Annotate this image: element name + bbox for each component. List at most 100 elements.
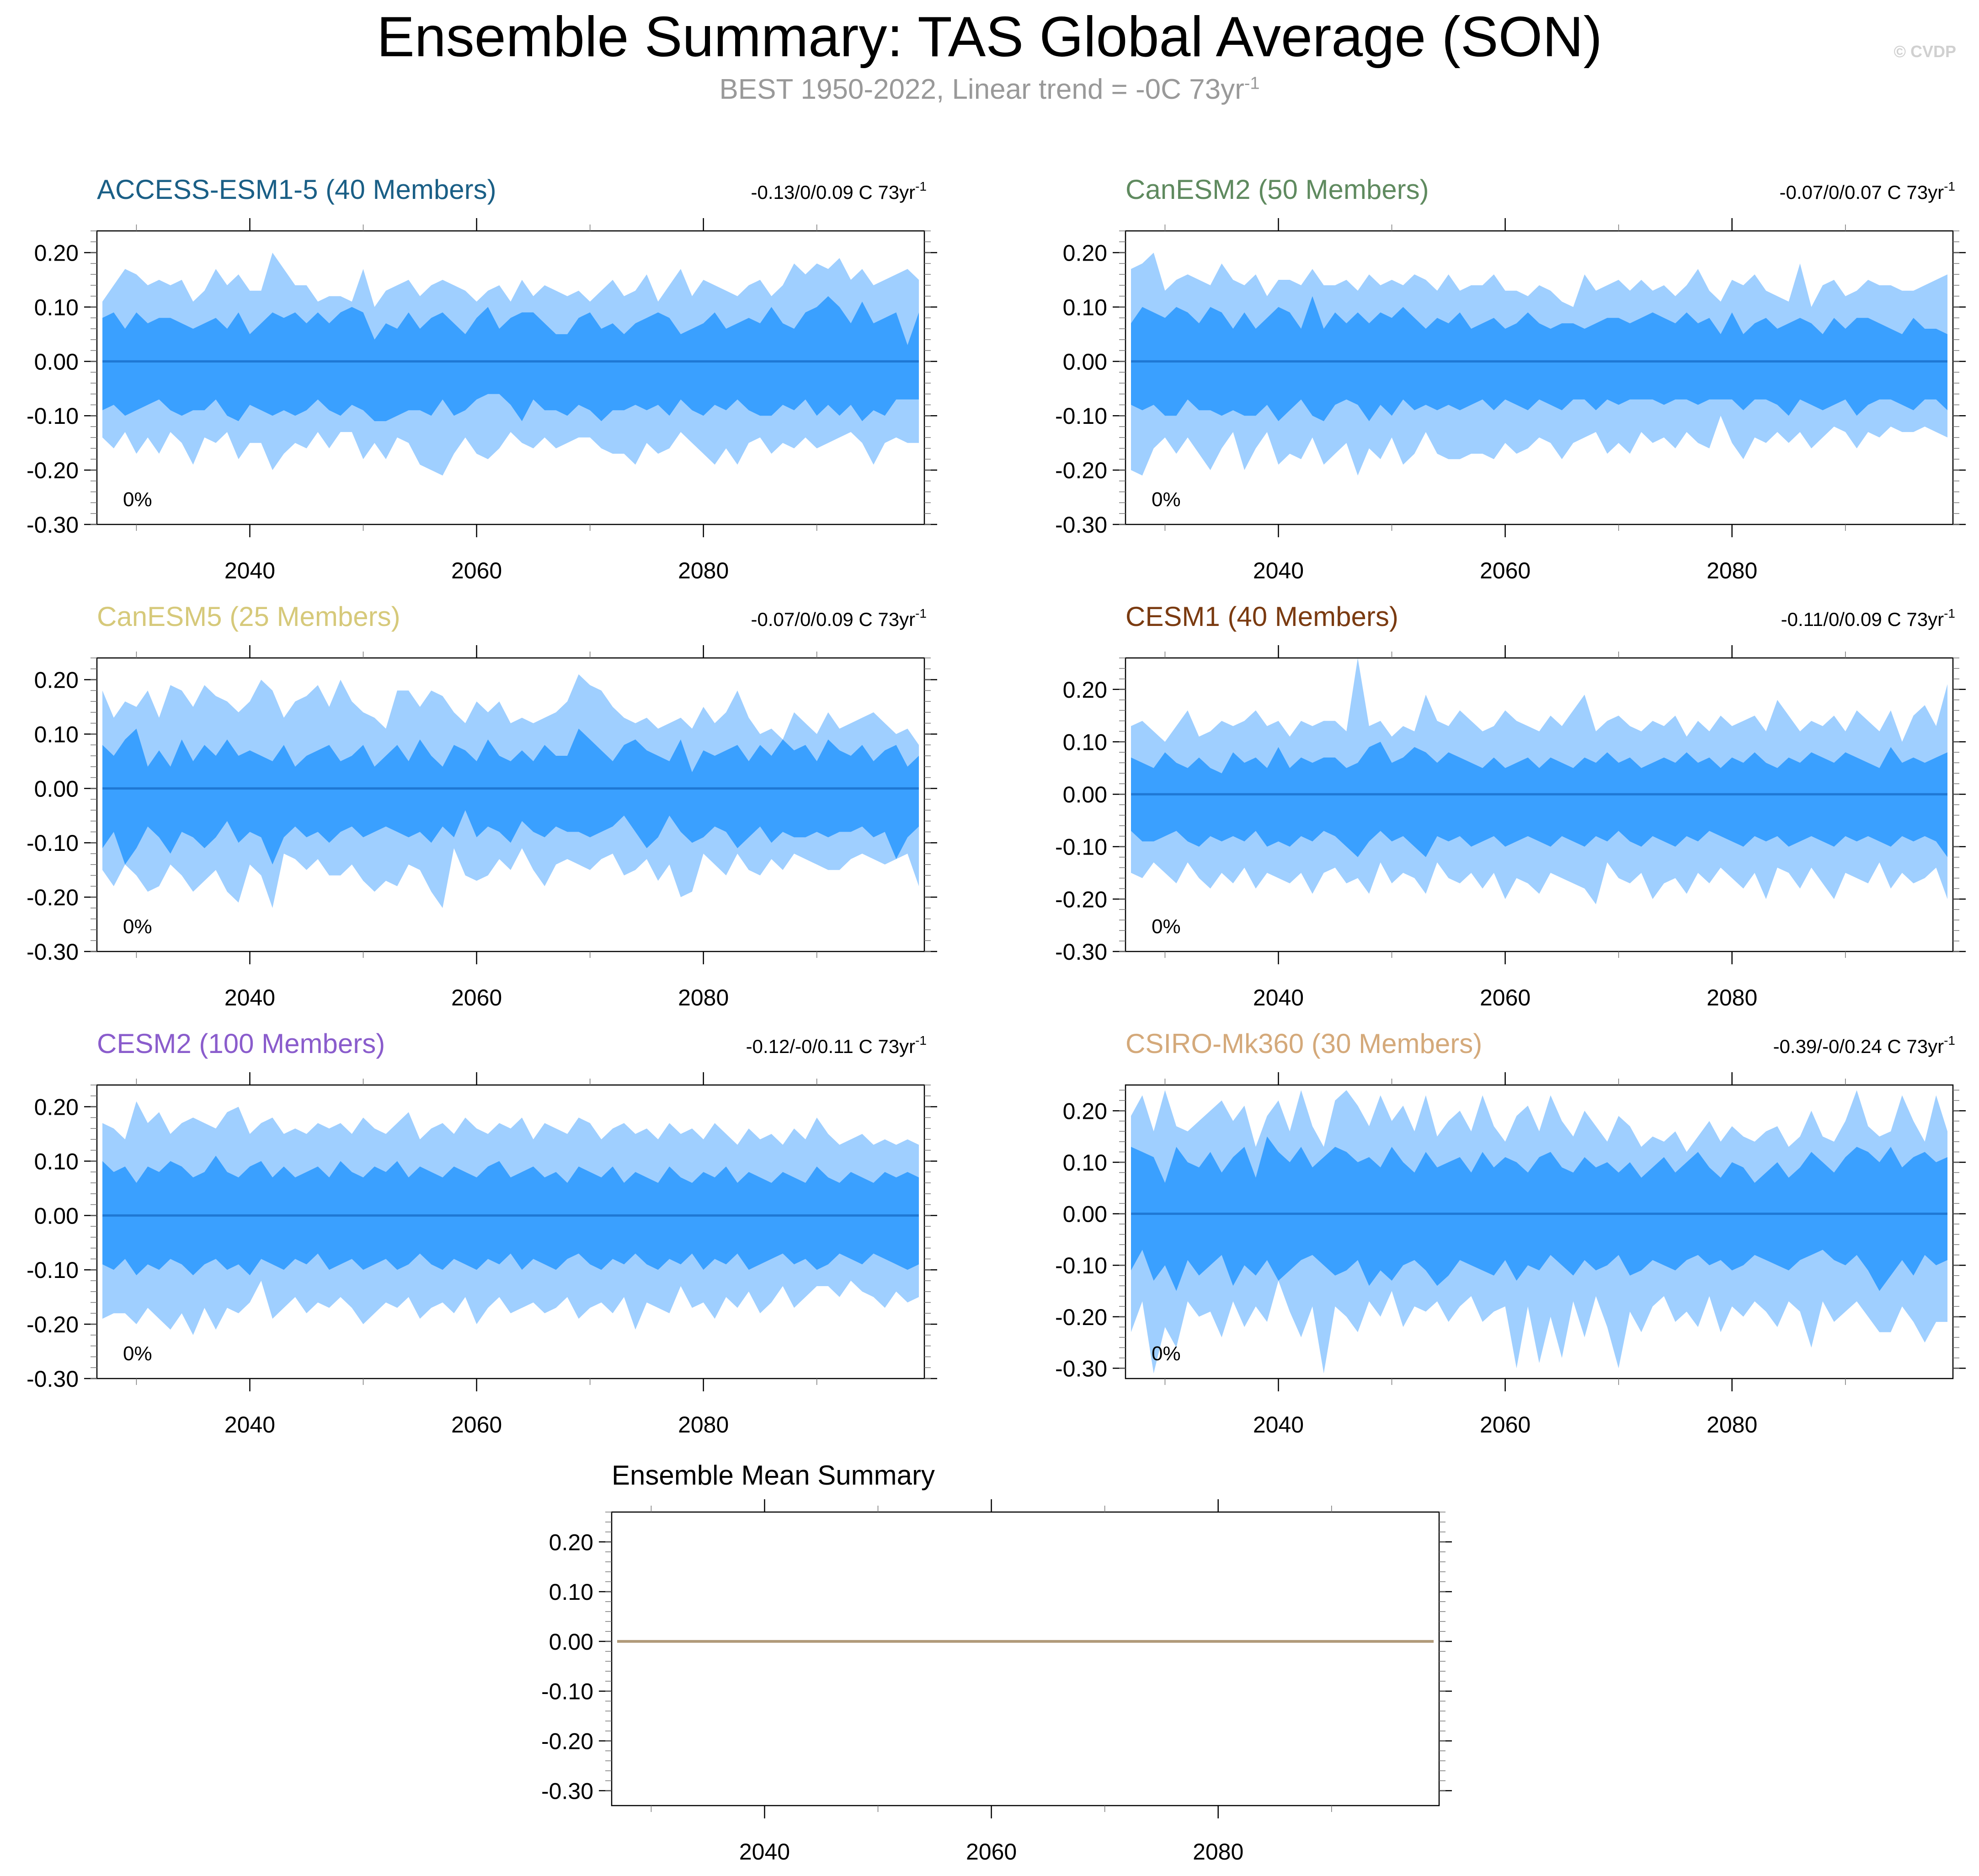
panel-title: CESM2 (100 Members) <box>97 1028 385 1059</box>
panel-1: 0.20 0.10 0.00 -0.10 -0.20 -0.30 2040 2060 2080 A… <box>27 174 937 583</box>
panel-6: 0.20 0.10 0.00 -0.10 -0.20 -0.30 2040 2060 2080 C… <box>1055 1028 1966 1438</box>
y-tick-label: 0.10 <box>34 722 79 747</box>
percent-label: 0% <box>123 915 152 938</box>
trend-label: -0.13/0/0.09 C 73yr-1 <box>751 179 927 203</box>
y-tick-label: -0.20 <box>1055 458 1107 483</box>
trend-label-text: -0.07/0/0.09 C 73yr <box>751 609 916 630</box>
y-tick-label: 0.10 <box>34 1149 79 1174</box>
y-tick-label: 0.00 <box>549 1629 593 1655</box>
y-tick-label: 0.00 <box>1063 349 1107 374</box>
panel-7: 0.20 0.10 0.00 -0.10 -0.20 -0.30 2040 2060 2080 E… <box>541 1460 1452 1865</box>
x-tick-label: 2080 <box>678 558 729 583</box>
trend-label-text: -0.12/-0/0.11 C 73yr <box>746 1036 915 1057</box>
y-tick-label: 0.00 <box>34 1203 79 1229</box>
subtitle-text: BEST 1950-2022, Linear trend = -0C 73yr <box>719 74 1244 105</box>
y-tick-label: -0.30 <box>27 939 79 965</box>
y-tick-label: -0.10 <box>1055 403 1107 429</box>
plot-frame <box>611 1511 1440 1807</box>
panel-4: 0.20 0.10 0.00 -0.10 -0.20 -0.30 2040 2060 2080 C… <box>1055 601 1966 1010</box>
x-tick-label: 2080 <box>678 1412 729 1438</box>
panel-title: CESM1 (40 Members) <box>1126 601 1398 632</box>
y-tick-label: -0.10 <box>1055 834 1107 860</box>
x-tick-label: 2060 <box>451 558 502 583</box>
y-tick-label: -0.20 <box>1055 887 1107 912</box>
x-tick-label: 2060 <box>966 1839 1017 1865</box>
y-tick-label: 0.10 <box>1063 1150 1107 1176</box>
percent-label: 0% <box>1152 488 1181 511</box>
panel-2: 0.20 0.10 0.00 -0.10 -0.20 -0.30 2040 2060 2080 C… <box>1055 174 1966 583</box>
y-tick-label: -0.10 <box>27 830 79 856</box>
x-tick-label: 2040 <box>224 1412 275 1438</box>
panel-3: 0.20 0.10 0.00 -0.10 -0.20 -0.30 2040 2060 2080 C… <box>27 601 937 1010</box>
percent-label: 0% <box>1152 915 1181 938</box>
percent-label: 0% <box>1152 1342 1181 1365</box>
y-tick-label: -0.20 <box>27 885 79 910</box>
panel-5: 0.20 0.10 0.00 -0.10 -0.20 -0.30 2040 2060 2080 C… <box>27 1028 937 1438</box>
percent-label: 0% <box>123 1342 152 1365</box>
trend-label-exponent: -1 <box>915 179 927 193</box>
x-tick-label: 2080 <box>678 985 729 1010</box>
x-tick-label: 2040 <box>1253 985 1304 1010</box>
plot-frame <box>1125 1084 1954 1379</box>
x-tick-label: 2040 <box>1253 1412 1304 1438</box>
trend-label: -0.07/0/0.09 C 73yr-1 <box>751 606 927 630</box>
panel-title: CSIRO-Mk360 (30 Members) <box>1126 1028 1482 1059</box>
trend-label: -0.07/0/0.07 C 73yr-1 <box>1780 179 1955 203</box>
plot-frame <box>1125 230 1954 525</box>
x-tick-label: 2060 <box>1480 558 1531 583</box>
trend-label: -0.12/-0/0.11 C 73yr-1 <box>746 1033 927 1057</box>
y-tick-label: 0.00 <box>34 776 79 802</box>
trend-label-text: -0.39/-0/0.24 C 73yr <box>1773 1036 1944 1057</box>
panel-title: CanESM2 (50 Members) <box>1126 174 1429 205</box>
y-tick-label: 0.20 <box>34 241 79 266</box>
inner-range-band <box>102 728 919 865</box>
x-tick-label: 2080 <box>1707 558 1757 583</box>
figure-subtitle: BEST 1950-2022, Linear trend = -0C 73yr-… <box>0 73 1979 106</box>
plot-frame <box>96 657 925 952</box>
y-tick-label: 0.10 <box>34 294 79 320</box>
x-tick-label: 2040 <box>739 1839 790 1865</box>
y-tick-label: 0.20 <box>1063 1098 1107 1124</box>
y-tick-label: 0.20 <box>1063 241 1107 266</box>
y-tick-label: 0.20 <box>549 1529 593 1555</box>
figure-title: Ensemble Summary: TAS Global Average (SO… <box>377 5 1602 69</box>
x-tick-label: 2040 <box>224 558 275 583</box>
panel-title: ACCESS-ESM1-5 (40 Members) <box>97 174 496 205</box>
x-tick-label: 2040 <box>224 985 275 1010</box>
x-tick-label: 2060 <box>451 1412 502 1438</box>
x-tick-label: 2060 <box>1480 1412 1531 1438</box>
y-tick-label: 0.10 <box>1063 294 1107 320</box>
copyright-label: © CVDP <box>1894 42 1956 61</box>
panel-title: CanESM5 (25 Members) <box>97 601 400 632</box>
trend-label-text: -0.07/0/0.07 C 73yr <box>1780 182 1944 203</box>
plot-frame <box>96 230 925 525</box>
x-tick-label: 2060 <box>451 985 502 1010</box>
subtitle-exponent: -1 <box>1244 74 1260 93</box>
trend-label: -0.11/0/0.09 C 73yr-1 <box>1781 606 1955 630</box>
x-tick-label: 2040 <box>1253 558 1304 583</box>
trend-label-exponent: -1 <box>1944 606 1955 620</box>
x-tick-label: 2080 <box>1707 1412 1757 1438</box>
y-tick-label: -0.30 <box>541 1778 593 1804</box>
y-tick-label: 0.10 <box>1063 729 1107 755</box>
y-tick-label: -0.30 <box>27 512 79 538</box>
y-tick-label: 0.20 <box>1063 677 1107 703</box>
plot-frame <box>96 1084 925 1379</box>
inner-range-band <box>1131 742 1947 857</box>
trend-label-exponent: -1 <box>1944 179 1955 193</box>
x-tick-label: 2080 <box>1193 1839 1243 1865</box>
trend-label-exponent: -1 <box>915 606 927 620</box>
x-tick-label: 2060 <box>1480 985 1531 1010</box>
trend-label: -0.39/-0/0.24 C 73yr-1 <box>1773 1033 1955 1057</box>
y-tick-label: 0.20 <box>34 1095 79 1120</box>
y-tick-label: 0.00 <box>1063 782 1107 807</box>
percent-label: 0% <box>123 488 152 511</box>
y-tick-label: -0.10 <box>27 1257 79 1283</box>
y-tick-label: -0.20 <box>1055 1304 1107 1330</box>
panel-title: Ensemble Mean Summary <box>612 1460 935 1491</box>
y-tick-label: -0.30 <box>27 1366 79 1392</box>
trend-label-text: -0.13/0/0.09 C 73yr <box>751 182 916 203</box>
y-tick-label: -0.30 <box>1055 1356 1107 1381</box>
inner-range-band <box>1131 296 1947 422</box>
